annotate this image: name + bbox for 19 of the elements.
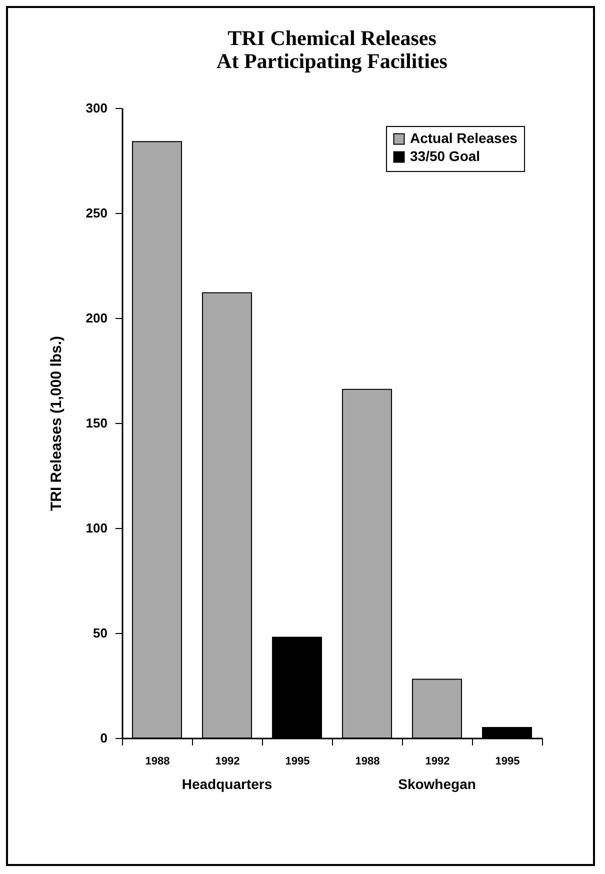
y-tick-label: 0 [100, 730, 108, 746]
y-tick-label: 100 [86, 520, 108, 536]
text: Skowhegan [398, 776, 476, 792]
x-tick-label: 1992 [215, 756, 240, 768]
y-tick-label: 250 [86, 206, 108, 220]
text: Headquarters [182, 776, 272, 792]
x-tick-label: 1988 [145, 756, 170, 768]
x-tick-label: 1995 [285, 756, 310, 768]
y-tick-label: 50 [93, 626, 108, 640]
y-tick-label: 200 [86, 310, 108, 326]
x-tick-label: 1995 [495, 756, 520, 768]
x-tick-label: 1988 [355, 756, 380, 768]
x-tick-label: 1992 [425, 756, 450, 768]
y-axis-title: TRI Releases (1,000 lbs.) [48, 336, 65, 512]
legend-label: Actual Releases [410, 130, 518, 146]
y-tick-label: 150 [86, 416, 108, 430]
legend-label: 33/50 Goal [410, 148, 480, 164]
chart-title: TRI Chemical Releases At Participating Facilities [216, 26, 448, 73]
y-tick-label: 300 [86, 100, 108, 116]
